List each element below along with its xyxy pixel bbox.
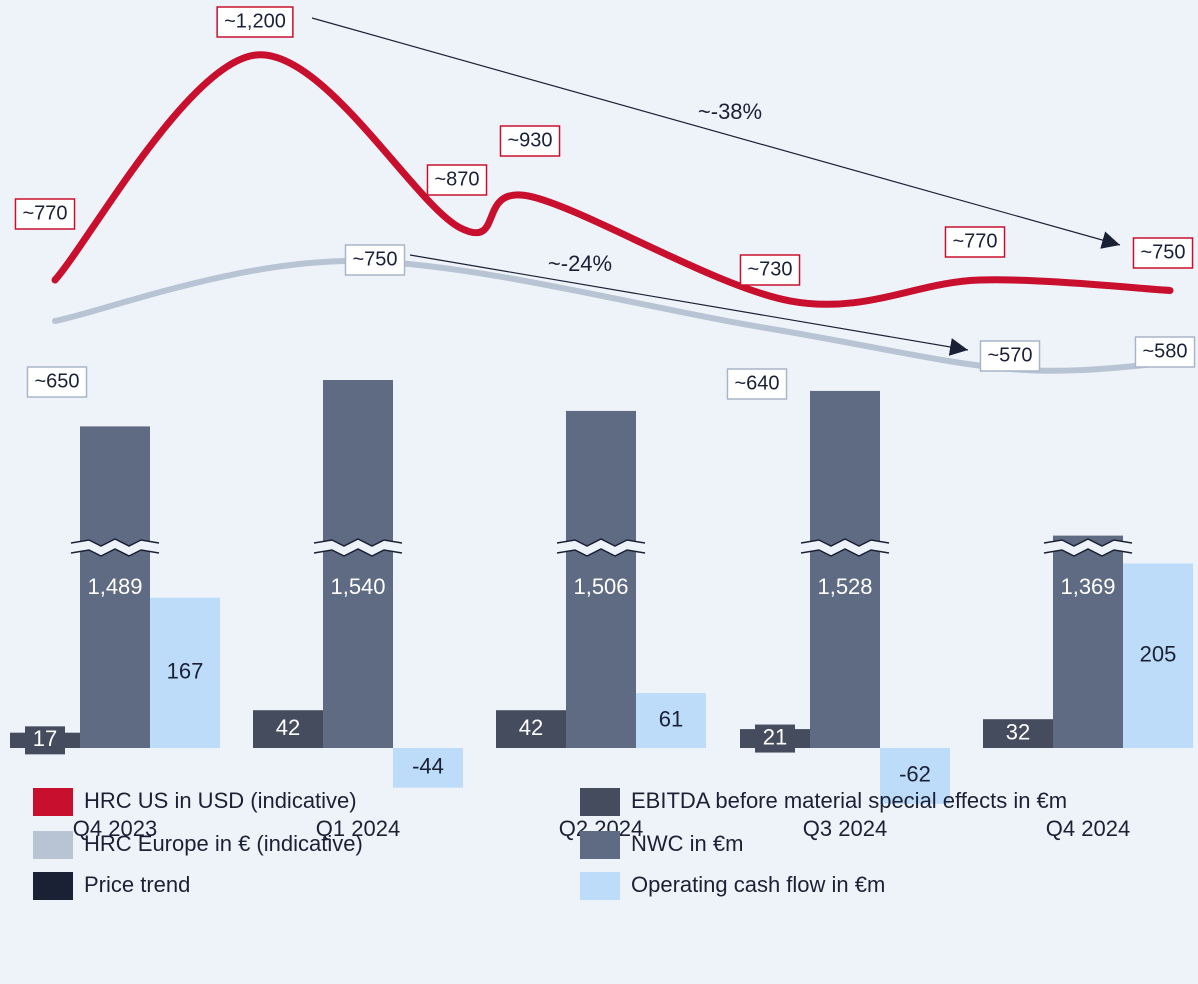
legend-label: HRC US in USD (indicative) — [84, 788, 357, 813]
x-tick-label: Q4 2024 — [1046, 816, 1130, 841]
axis-break — [1043, 548, 1133, 557]
line — [51, 51, 1174, 308]
label-box — [426, 164, 488, 196]
axis-break — [1043, 538, 1133, 547]
label-box — [726, 368, 788, 400]
value-label: -44 — [412, 754, 444, 779]
value-label: ~640 — [734, 372, 779, 394]
bar — [80, 426, 150, 748]
trend-arrow — [409, 254, 969, 356]
axis-break — [70, 548, 160, 557]
axis-break — [313, 548, 403, 557]
axis-break — [70, 538, 160, 547]
trend-annotation: ~-24% — [548, 251, 612, 276]
value-label: 42 — [276, 715, 300, 740]
legend-swatch — [580, 788, 620, 816]
bar — [150, 597, 220, 748]
label-box — [755, 724, 795, 753]
value-label: 42 — [519, 715, 543, 740]
value-label: 205 — [1140, 642, 1177, 667]
label-box — [14, 198, 76, 230]
value-label: 167 — [167, 659, 204, 684]
label-box — [344, 244, 406, 276]
value-label: ~750 — [1140, 241, 1185, 263]
legend-swatch — [33, 831, 73, 859]
value-label: 1,506 — [573, 574, 628, 599]
legend-label: Price trend — [84, 872, 190, 897]
bar — [393, 748, 463, 788]
label-box — [26, 366, 88, 398]
value-label: -62 — [899, 762, 931, 787]
trend-arrow — [311, 17, 1121, 249]
legend-label: Operating cash flow in €m — [631, 872, 885, 897]
label-box — [998, 719, 1038, 748]
bar — [636, 693, 706, 748]
axis-break — [313, 538, 403, 547]
bar — [810, 390, 880, 748]
label-box — [499, 125, 561, 157]
value-label: 1,540 — [330, 574, 385, 599]
label-box — [979, 340, 1041, 372]
trend-annotation: ~-38% — [698, 99, 762, 124]
axis-break — [800, 548, 890, 557]
bar — [323, 380, 393, 748]
label-box — [739, 254, 801, 286]
value-label: ~1,200 — [224, 10, 286, 32]
value-label: 1,489 — [87, 574, 142, 599]
bar — [880, 748, 950, 804]
axis-break — [556, 538, 646, 547]
value-label: ~650 — [34, 370, 79, 392]
bar — [1053, 535, 1123, 748]
value-label: 17 — [33, 726, 57, 751]
label-box — [1134, 336, 1196, 368]
label-box — [25, 726, 65, 755]
legend-label: NWC in €m — [631, 831, 743, 856]
label-box — [944, 226, 1006, 258]
axis-break — [800, 538, 890, 547]
x-tick-label: Q4 2023 — [73, 816, 157, 841]
bar — [496, 710, 566, 748]
x-tick-label: Q3 2024 — [803, 816, 887, 841]
value-label: ~750 — [352, 248, 397, 270]
value-label: 21 — [763, 724, 787, 749]
value-label: ~870 — [434, 168, 479, 190]
x-tick-label: Q1 2024 — [316, 816, 400, 841]
value-label: ~930 — [507, 129, 552, 151]
value-label: ~570 — [987, 344, 1032, 366]
legend-swatch — [33, 788, 73, 816]
value-label: ~580 — [1142, 340, 1187, 362]
legend-label: HRC Europe in € (indicative) — [84, 831, 363, 856]
label-box — [1132, 237, 1194, 269]
axis-break — [556, 548, 646, 557]
legend-swatch — [580, 872, 620, 900]
value-label: ~770 — [952, 230, 997, 252]
label-box — [216, 6, 294, 38]
bar — [253, 710, 323, 748]
bar — [566, 410, 636, 748]
value-label: 1,528 — [817, 574, 872, 599]
value-label: 1,369 — [1060, 574, 1115, 599]
legend-swatch — [33, 872, 73, 900]
bar — [1123, 563, 1193, 748]
value-label: ~770 — [22, 202, 67, 224]
value-label: ~730 — [747, 258, 792, 280]
value-label: 61 — [659, 706, 683, 731]
legend-label: EBITDA before material special effects i… — [631, 788, 1067, 813]
legend-swatch — [580, 831, 620, 859]
value-label: 32 — [1006, 719, 1030, 744]
